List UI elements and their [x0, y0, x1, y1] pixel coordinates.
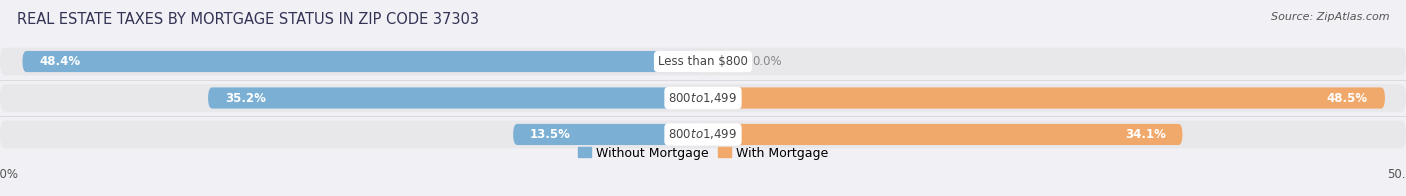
FancyBboxPatch shape: [703, 51, 724, 72]
FancyBboxPatch shape: [22, 51, 703, 72]
FancyBboxPatch shape: [513, 124, 703, 145]
FancyBboxPatch shape: [208, 87, 703, 109]
FancyBboxPatch shape: [0, 84, 1406, 112]
Text: 13.5%: 13.5%: [530, 128, 571, 141]
Text: REAL ESTATE TAXES BY MORTGAGE STATUS IN ZIP CODE 37303: REAL ESTATE TAXES BY MORTGAGE STATUS IN …: [17, 12, 479, 27]
Legend: Without Mortgage, With Mortgage: Without Mortgage, With Mortgage: [574, 142, 832, 164]
Text: 34.1%: 34.1%: [1125, 128, 1166, 141]
FancyBboxPatch shape: [0, 121, 1406, 148]
Text: $800 to $1,499: $800 to $1,499: [668, 127, 738, 142]
Text: 48.5%: 48.5%: [1327, 92, 1368, 104]
Text: Source: ZipAtlas.com: Source: ZipAtlas.com: [1271, 12, 1389, 22]
FancyBboxPatch shape: [0, 48, 1406, 75]
Text: $800 to $1,499: $800 to $1,499: [668, 91, 738, 105]
FancyBboxPatch shape: [703, 124, 1182, 145]
Text: Less than $800: Less than $800: [658, 55, 748, 68]
Text: 48.4%: 48.4%: [39, 55, 80, 68]
Text: 35.2%: 35.2%: [225, 92, 266, 104]
Text: 0.0%: 0.0%: [752, 55, 782, 68]
FancyBboxPatch shape: [703, 87, 1385, 109]
